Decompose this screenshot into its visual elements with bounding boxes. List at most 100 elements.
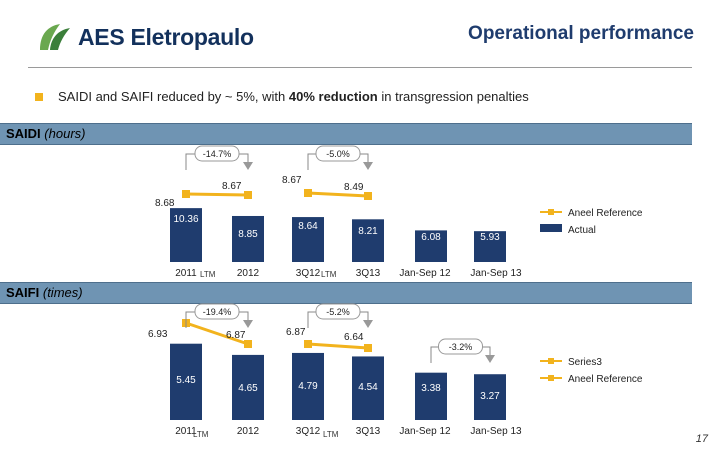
- saifi-bar: [474, 374, 506, 420]
- saidi-reference-marker: [304, 189, 312, 197]
- saidi-legend-swatch-marker: [548, 209, 554, 215]
- saidi-title: SAIDI: [6, 126, 41, 141]
- saifi-category-label: 3Q12: [296, 426, 321, 437]
- saifi-annotation-pill: [438, 338, 483, 355]
- saifi-ltm-label: LTM: [193, 430, 209, 439]
- saidi-bar-value-label: 5.93: [480, 232, 500, 243]
- headline-prefix: SAIDI and SAIFI reduced by ~ 5%, with: [58, 89, 289, 104]
- saidi-category-label: 2011: [175, 268, 197, 279]
- saifi-annotation-label: -3.2%: [449, 342, 473, 352]
- saifi-bar: [292, 352, 324, 420]
- saidi-bar: [170, 208, 202, 262]
- saidi-annotation-arrow-icon: [243, 162, 253, 170]
- company-logo: AES Eletropaulo: [38, 22, 254, 52]
- saidi-reference-value-label: 8.67: [282, 175, 302, 186]
- saifi-annotation-arrow-icon: [363, 320, 373, 328]
- saifi-category-label: Jan-Sep 13: [470, 426, 522, 437]
- saidi-annotation-pill: [315, 145, 361, 162]
- saifi-annotation-arrow-icon: [485, 355, 495, 363]
- saifi-category-label: 3Q13: [356, 426, 381, 437]
- saifi-legend-swatch-marker: [548, 358, 554, 364]
- saifi-annotation-label: -5.2%: [326, 307, 350, 317]
- saifi-annotation-pill: [315, 303, 361, 320]
- saifi-bar: [170, 343, 202, 420]
- saifi-bar-value-label: 4.79: [298, 381, 318, 392]
- saifi-category-label: 2012: [237, 426, 260, 437]
- saidi-section-title: SAIDI (hours): [6, 126, 85, 141]
- saifi-unit: (times): [42, 285, 83, 300]
- brand-name: AES Eletropaulo: [78, 23, 254, 50]
- leaf-logo-icon: [40, 24, 70, 50]
- bullet-icon: [35, 93, 43, 101]
- saidi-annotation-pill: [194, 145, 240, 162]
- saidi-legend-label: Actual: [568, 225, 596, 236]
- saifi-legend-label: Series3: [568, 357, 602, 368]
- saidi-reference-line: [307, 191, 369, 198]
- saifi-section-title: SAIFI (times): [6, 285, 83, 300]
- saidi-category-label: Jan-Sep 13: [470, 268, 522, 279]
- headline-suffix: in transgression penalties: [377, 89, 529, 104]
- saifi-annotation-arrow-icon: [243, 320, 253, 328]
- saifi-reference-marker: [304, 340, 312, 348]
- saifi-reference-line: [307, 342, 369, 350]
- saidi-bar: [292, 217, 324, 262]
- saidi-bar-value-label: 10.36: [173, 214, 198, 225]
- saifi-bar-value-label: 5.45: [176, 375, 196, 386]
- saifi-bar: [352, 356, 384, 420]
- saifi-ltm-label: LTM: [323, 430, 339, 439]
- saifi-bar-value-label: 4.65: [238, 383, 258, 394]
- saidi-bar: [232, 215, 264, 262]
- saifi-reference-value-label: 6.93: [148, 329, 168, 340]
- saidi-reference-marker: [182, 190, 190, 198]
- saidi-legend-swatch-bar: [540, 224, 562, 232]
- saifi-bar: [415, 372, 447, 420]
- saidi-bar-value-label: 6.08: [421, 232, 441, 243]
- saidi-ltm-label: LTM: [200, 270, 216, 279]
- saidi-annotation-arrow-icon: [363, 162, 373, 170]
- saidi-bar-value-label: 8.85: [238, 229, 258, 240]
- saidi-bar: [474, 231, 506, 262]
- saidi-reference-line: [185, 192, 249, 197]
- page-title: Operational performance: [468, 23, 694, 44]
- saifi-reference-value-label: 6.64: [344, 332, 364, 343]
- saidi-bar-value-label: 8.21: [358, 226, 378, 237]
- saifi-category-label: 2011: [175, 426, 197, 437]
- saifi-category-label: Jan-Sep 12: [399, 426, 451, 437]
- saidi-bar-value-label: 8.64: [298, 221, 318, 232]
- saidi-section-band: [0, 123, 692, 145]
- saidi-category-label: 3Q13: [356, 268, 381, 279]
- saidi-reference-marker: [364, 192, 372, 200]
- saidi-bar: [415, 230, 447, 262]
- saifi-reference-marker: [244, 340, 252, 348]
- saidi-category-label: 3Q12: [296, 268, 321, 279]
- saidi-annotation-label: -14.7%: [203, 149, 232, 159]
- saifi-bar-value-label: 3.27: [480, 391, 500, 402]
- saifi-title: SAIFI: [6, 285, 40, 300]
- saifi-bar-value-label: 3.38: [421, 383, 441, 394]
- page-number: 17: [695, 433, 708, 445]
- headline: SAIDI and SAIFI reduced by ~ 5%, with 40…: [58, 89, 529, 104]
- saifi-bar-value-label: 4.54: [358, 382, 378, 393]
- saidi-unit: (hours): [44, 126, 86, 141]
- header-divider: [28, 67, 692, 68]
- saifi-reference-value-label: 6.87: [226, 330, 246, 341]
- saifi-legend-label: Aneel Reference: [568, 374, 643, 385]
- saidi-ltm-label: LTM: [321, 270, 337, 279]
- saifi-reference-line: [185, 321, 249, 346]
- saidi-reference-value-label: 8.67: [222, 181, 242, 192]
- saidi-reference-value-label: 8.68: [155, 198, 175, 209]
- saifi-bar: [232, 354, 264, 420]
- saifi-annotation-pill: [194, 303, 240, 320]
- saifi-reference-marker: [364, 344, 372, 352]
- saifi-reference-value-label: 6.87: [286, 327, 306, 338]
- saidi-bar: [352, 219, 384, 262]
- saifi-annotation-label: -19.4%: [203, 307, 232, 317]
- saidi-annotation-label: -5.0%: [326, 149, 350, 159]
- headline-bold: 40% reduction: [288, 89, 378, 104]
- saidi-reference-marker: [244, 191, 252, 199]
- saidi-legend-label: Aneel Reference: [568, 208, 643, 219]
- saifi-legend-swatch-marker: [548, 375, 554, 381]
- saidi-category-label: Jan-Sep 12: [399, 268, 451, 279]
- saidi-category-label: 2012: [237, 268, 260, 279]
